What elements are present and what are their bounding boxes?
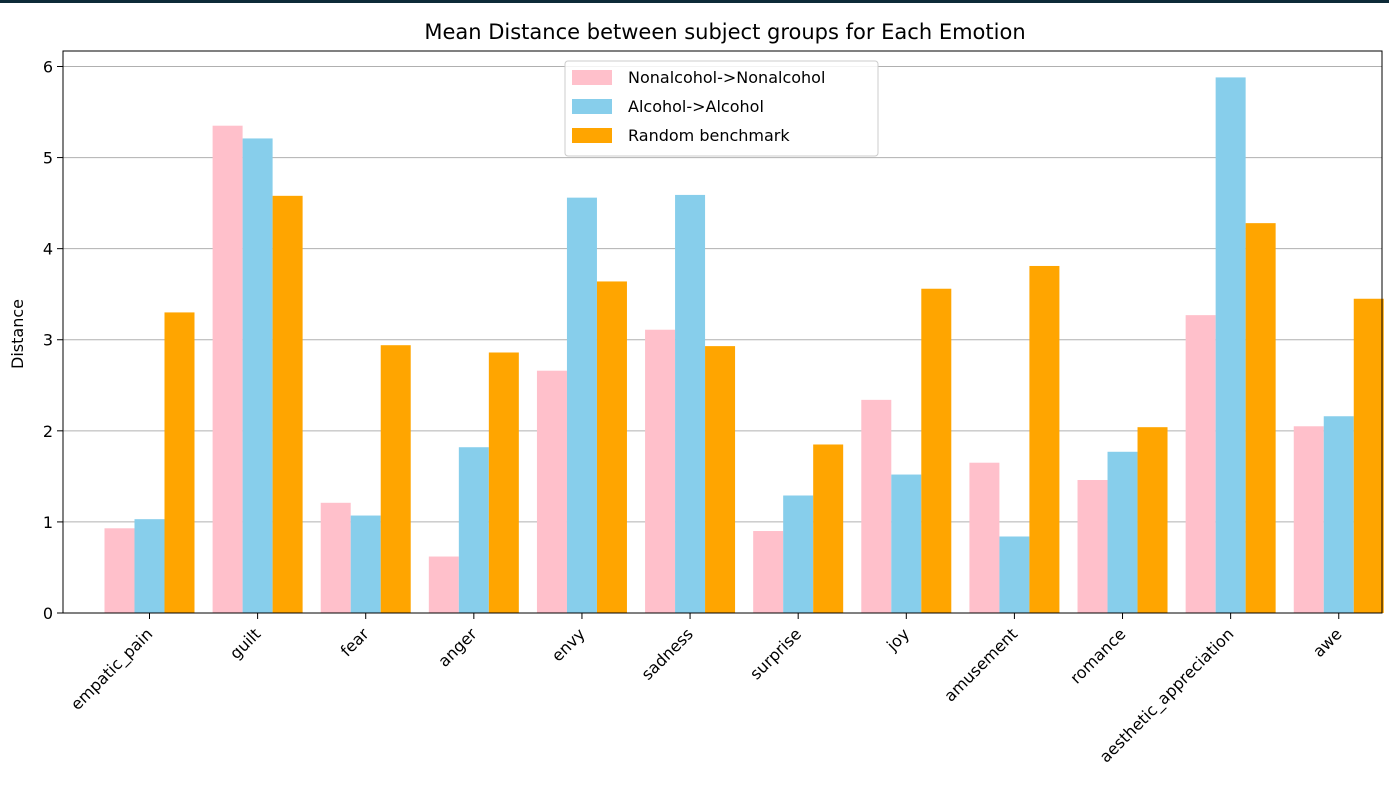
bar (891, 474, 922, 613)
bar (1185, 315, 1216, 613)
x-tick-label: awe (1309, 624, 1346, 661)
x-tick-label: envy (548, 624, 589, 665)
bar (458, 447, 489, 613)
bar (596, 281, 627, 613)
chart-title: Mean Distance between subject groups for… (424, 20, 1025, 44)
bar (272, 195, 303, 613)
legend-swatch (572, 99, 612, 114)
bar (1353, 298, 1384, 613)
x-tick-label: surprise (746, 624, 805, 683)
bar (999, 536, 1030, 613)
bar (1029, 265, 1060, 613)
bar (813, 444, 844, 613)
bar (1323, 416, 1354, 613)
bar (921, 288, 952, 613)
y-axis-label: Distance (8, 299, 27, 369)
bar (164, 312, 195, 613)
legend-swatch (572, 70, 612, 85)
y-tick-label: 0 (43, 604, 53, 623)
bar (645, 329, 676, 613)
bar (320, 502, 351, 613)
bar-chart: 0 1 2 3 4 5 6 empatic_pain guilt fear anger envy sad… (8, 20, 1384, 767)
bar (380, 345, 411, 613)
bar (212, 125, 243, 614)
bar-layer (104, 77, 1384, 614)
x-tick-label: joy (882, 624, 913, 655)
y-tick-label: 5 (43, 149, 53, 168)
bar (783, 495, 814, 613)
bar (134, 519, 165, 613)
bar (1293, 426, 1324, 613)
bar (488, 352, 519, 613)
legend-label: Nonalcohol->Nonalcohol (628, 68, 825, 87)
bar (1137, 427, 1168, 613)
x-tick-label: empatic_pain (67, 624, 157, 714)
bar (675, 194, 706, 614)
x-tick-label: romance (1066, 624, 1129, 687)
legend-label: Alcohol->Alcohol (628, 97, 764, 116)
legend-label: Random benchmark (628, 126, 790, 145)
bar (428, 556, 459, 613)
bar (861, 399, 892, 613)
legend-swatch (572, 128, 612, 143)
legend-box (564, 60, 879, 157)
y-tick-label: 1 (43, 513, 53, 532)
x-tick-label: sadness (638, 624, 697, 683)
bar (753, 531, 784, 613)
x-tick-label: anger (434, 624, 481, 671)
y-tick-label: 4 (43, 240, 53, 259)
bar (1245, 223, 1276, 613)
bar (536, 370, 567, 613)
bar (1077, 480, 1108, 613)
bar (350, 515, 381, 613)
y-tick-label: 2 (43, 422, 53, 441)
x-tick-label: guilt (226, 624, 265, 663)
plot-frame (62, 50, 1383, 614)
y-tick-label: 6 (43, 57, 53, 76)
bar (242, 138, 273, 614)
bar (566, 197, 597, 613)
legend: Nonalcohol->Nonalcohol Alcohol->Alcohol Ra… (564, 60, 879, 157)
bar (104, 528, 135, 613)
x-tick-label: amusement (940, 624, 1021, 705)
x-tick-label: fear (337, 624, 373, 660)
bar (969, 462, 1000, 613)
bar (705, 346, 736, 613)
y-tick-label: 3 (43, 331, 53, 350)
bar (1107, 451, 1138, 613)
bar (1215, 77, 1246, 613)
